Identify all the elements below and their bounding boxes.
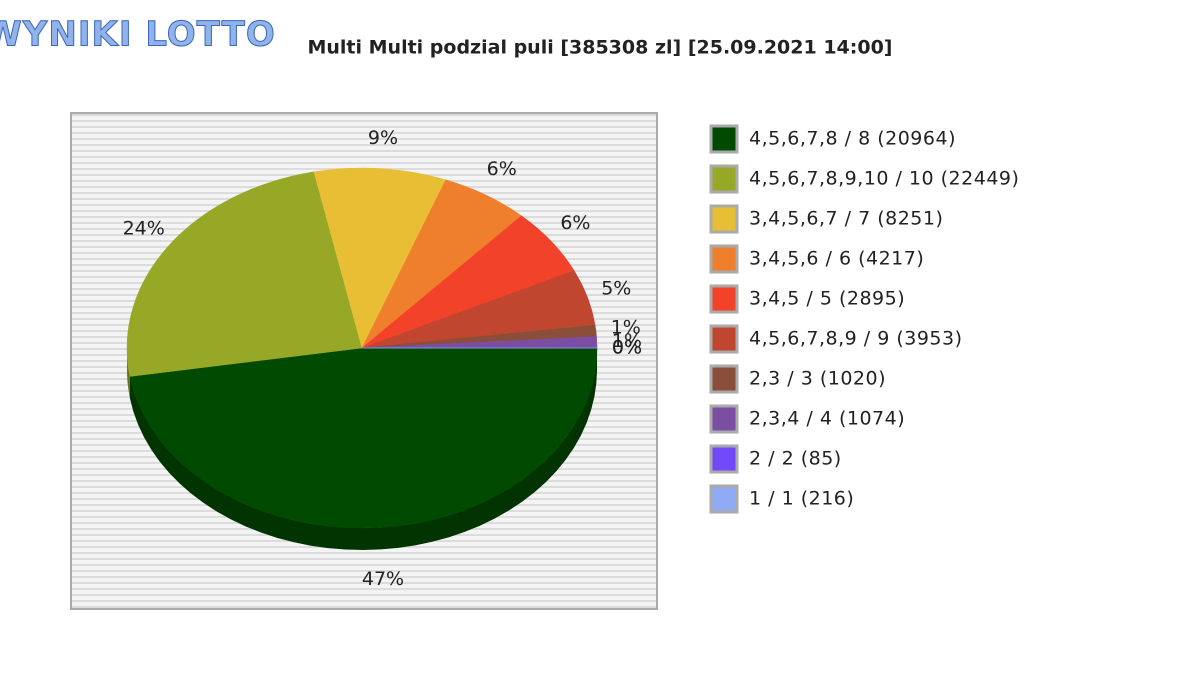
legend-label: 3,4,5,6,7 / 7 (8251)	[749, 208, 943, 230]
legend-label: 4,5,6,7,8,9 / 9 (3953)	[749, 328, 963, 350]
legend-label: 4,5,6,7,8,9,10 / 10 (22449)	[749, 168, 1019, 190]
legend-label: 1 / 1 (216)	[749, 488, 854, 510]
legend-swatch	[709, 404, 739, 434]
legend-swatch	[709, 204, 739, 234]
slice-label: 24%	[123, 217, 165, 239]
legend-label: 4,5,6,7,8 / 8 (20964)	[749, 128, 956, 150]
legend-swatch	[709, 124, 739, 154]
slice	[313, 167, 447, 349]
legend-swatch	[709, 244, 739, 274]
legend-swatch	[709, 324, 739, 354]
slice-side	[127, 348, 130, 399]
slice-label: 5%	[601, 277, 631, 299]
legend-swatch	[709, 284, 739, 314]
legend-label: 3,4,5 / 5 (2895)	[749, 288, 905, 310]
slice	[129, 347, 598, 529]
legend-label: 2 / 2 (85)	[749, 448, 842, 470]
logo: WYNIKI LOTTO	[0, 15, 276, 55]
slice-label: 9%	[368, 127, 398, 149]
legend-label: 2,3 / 3 (1020)	[749, 368, 886, 390]
slice-label: 6%	[560, 212, 590, 234]
legend-label: 2,3,4 / 4 (1074)	[749, 408, 905, 430]
slice-label: 1%	[612, 330, 642, 352]
slice-label: 6%	[487, 158, 517, 180]
legend-label: 3,4,5,6 / 6 (4217)	[749, 248, 924, 270]
slice-label: 0%	[612, 337, 642, 359]
chart-title: Multi Multi podzial puli [385308 zl] [25…	[307, 37, 892, 59]
legend-swatch	[709, 364, 739, 394]
legend-swatch	[709, 484, 739, 514]
slice-label: 47%	[362, 568, 404, 590]
slice	[126, 171, 363, 377]
legend-swatch	[709, 164, 739, 194]
legend-swatch	[709, 444, 739, 474]
pie: 47%24%9%6%6%5%1%1%0%0%	[123, 127, 642, 590]
slice-label: 0%	[612, 337, 642, 359]
legend: 4,5,6,7,8 / 8 (20964) 4,5,6,7,8,9,10 / 10…	[709, 124, 1019, 514]
slice-label: 1%	[611, 317, 641, 339]
